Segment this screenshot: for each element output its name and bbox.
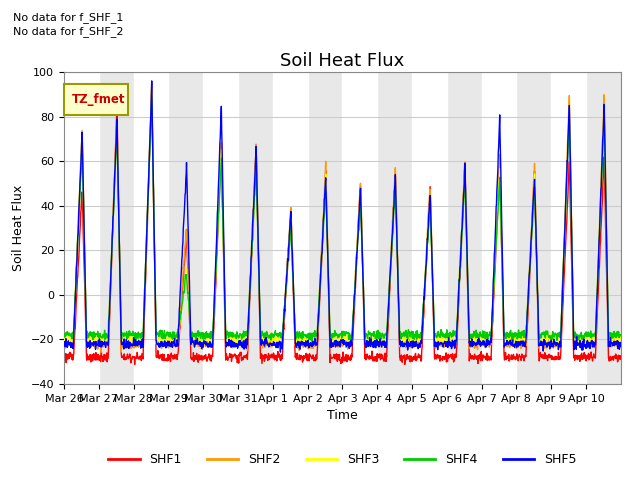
Bar (412, 72, 447, 384)
Bar (64, 72, 99, 384)
Legend: SHF1, SHF2, SHF3, SHF4, SHF5: SHF1, SHF2, SHF3, SHF4, SHF5 (103, 448, 582, 471)
Bar (134, 72, 168, 384)
Y-axis label: Soil Heat Flux: Soil Heat Flux (12, 185, 25, 271)
Bar (481, 72, 516, 384)
Text: No data for f_SHF_2: No data for f_SHF_2 (13, 26, 124, 37)
Bar (551, 72, 586, 384)
Text: No data for f_SHF_1: No data for f_SHF_1 (13, 12, 123, 23)
X-axis label: Time: Time (327, 409, 358, 422)
Bar (204, 72, 238, 384)
Text: TZ_fmet: TZ_fmet (72, 93, 126, 106)
Title: Soil Heat Flux: Soil Heat Flux (280, 52, 404, 71)
Bar (273, 72, 308, 384)
Bar (342, 72, 377, 384)
